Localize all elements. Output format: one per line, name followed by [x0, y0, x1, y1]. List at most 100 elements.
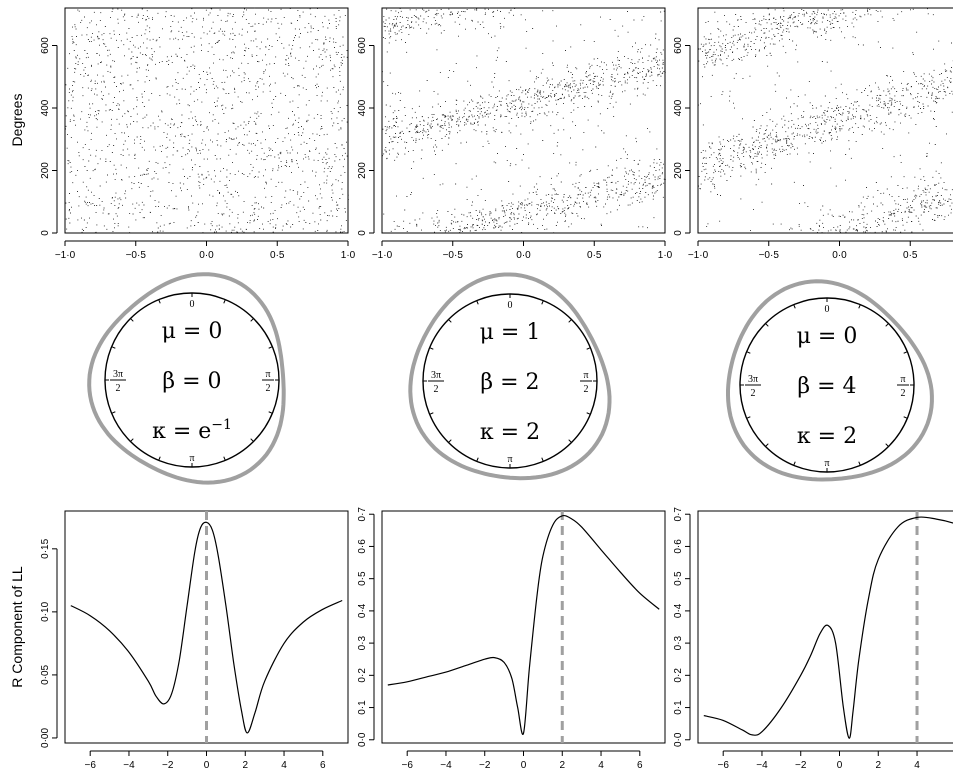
- dial-label-left-num: 3π: [748, 374, 758, 385]
- scatter-1-x-tick-label: 1·0: [341, 250, 356, 261]
- dial-tick: [158, 456, 161, 461]
- dial-label-right-num: π: [583, 370, 588, 381]
- curve-y-axis-title: R Component of LL: [9, 566, 25, 688]
- dial-tick: [885, 323, 889, 327]
- curve-3-y-tick-label: 0·0: [673, 732, 684, 747]
- dial-tick: [476, 300, 479, 305]
- curve-3-x-tick-label: −4: [756, 760, 768, 770]
- dial-tick: [250, 438, 254, 442]
- curve-3-plot-frame: [697, 510, 953, 744]
- curve-1-y-tick-label: 0·10: [40, 601, 51, 621]
- dial-tick: [765, 323, 769, 327]
- curve-3-y-tick-label: 0·3: [673, 635, 684, 650]
- log-likelihood-curve-1: [70, 521, 343, 734]
- log-likelihood-curve-2: [387, 514, 660, 736]
- param-mu: μ = 1: [480, 320, 541, 345]
- dial-tick: [568, 439, 572, 443]
- scatter-2-x-tick-label: 1·0: [658, 250, 673, 261]
- scatter-1-y-tick-label: 400: [40, 99, 51, 116]
- curve-3-y-tick-label: 0·2: [673, 668, 684, 683]
- scatter-2-plot-frame: [381, 7, 666, 234]
- param-kappa-base: κ = 2: [480, 420, 540, 445]
- dial-label-left-den: 2: [434, 384, 439, 395]
- dial-label-right-den: 2: [901, 388, 906, 399]
- dial-label-left-num: 3π: [431, 370, 441, 381]
- scatter-1-y-tick-label: 600: [40, 37, 51, 54]
- dial-1: 0 π π 2 3π 2 μ = 0 β = 0 κ = e−1: [87, 272, 286, 485]
- dial-tick: [793, 461, 796, 466]
- curve-1-x-tick-label: 6: [320, 760, 326, 770]
- scatter-1-x-tick-label: 0·0: [199, 250, 214, 261]
- param-beta: β = 4: [797, 374, 856, 399]
- curve-panel-2: −6 −4 −2 0 2 4 6 0·0 0·1 0·2 0·3 0·4 0·5 0·6 0·7: [357, 507, 666, 770]
- dial-tick: [568, 319, 572, 323]
- curve-1-x-tick-label: 0: [204, 760, 210, 770]
- curve-3-x-tick-label: 2: [875, 760, 881, 770]
- dial-label-top: 0: [508, 300, 513, 311]
- dial-3: 0 π π 2 3π 2 μ = 0 β = 4 κ = 2: [726, 279, 934, 482]
- dial-outline-2: [408, 272, 612, 481]
- curve-2-y-tick-label: 0·4: [357, 603, 368, 618]
- scatter-1-plot-frame: [64, 7, 349, 234]
- curve-3-y-tick-label: 0·5: [673, 571, 684, 586]
- dial-tick: [223, 456, 226, 461]
- dial-label-left-den: 2: [751, 388, 756, 399]
- dial-tick: [541, 457, 544, 462]
- dial-tick: [111, 346, 116, 349]
- scatter-3-x-tick-label: −1·0: [688, 250, 709, 261]
- dial-tick: [541, 300, 544, 305]
- dial-outline-3: [726, 279, 934, 482]
- dial-tick: [858, 461, 861, 466]
- dial-tick: [268, 346, 273, 349]
- curve-1-y-tick-label: 0·00: [40, 728, 51, 748]
- dial-tick: [250, 318, 254, 322]
- scatter-1-y-tick-label: 200: [40, 162, 51, 179]
- dial-tick: [793, 304, 796, 309]
- curve-2-y-tick-label: 0·3: [357, 635, 368, 650]
- dial-2: 0 π π 2 3π 2 μ = 1 β = 2 κ = 2: [408, 272, 612, 481]
- dial-outline-1: [87, 272, 286, 485]
- dial-label-right-num: π: [265, 369, 270, 380]
- scatter-panel-1: −1·0 −0·5 0·0 0·5 1·0 0 200 400 600: [40, 7, 356, 261]
- scatter-2-x-tick-label: 0·5: [587, 250, 602, 261]
- scatter-3-y-tick-label: 200: [673, 162, 684, 179]
- curve-3-x-tick-label: −6: [717, 760, 729, 770]
- scatter-2-y-tick-label: 600: [357, 37, 368, 54]
- dial-tick: [130, 318, 134, 322]
- scatter-1-y-tick-label: 0: [40, 230, 51, 236]
- param-kappa: κ = 2: [797, 424, 857, 449]
- curve-1-y-tick-label: 0·05: [40, 664, 51, 684]
- scatter-panel-2: −1·0 −0·5 0·0 0·5 1·0 0 200 400 600: [357, 7, 673, 261]
- dial-tick: [429, 412, 434, 415]
- scatter-points-2: [382, 7, 666, 234]
- scatter-y-axis-title: Degrees: [9, 94, 25, 147]
- dial-tick: [746, 416, 751, 419]
- curve-2-plot-frame: [381, 510, 666, 744]
- param-mu: μ = 0: [797, 324, 858, 349]
- curve-1-x-tick-label: −4: [123, 760, 135, 770]
- dial-label-bottom: π: [824, 458, 829, 469]
- scatter-points-1: [65, 7, 349, 234]
- dial-tick: [268, 411, 273, 414]
- curve-1-x-tick-label: 2: [242, 760, 248, 770]
- param-kappa: κ = e−1: [152, 417, 232, 444]
- curve-3-y-tick-label: 0·7: [673, 507, 684, 522]
- dial-tick: [448, 319, 452, 323]
- curve-2-x-tick-label: −4: [440, 760, 452, 770]
- curve-2-y-tick-label: 0·1: [357, 700, 368, 715]
- dial-label-top: 0: [825, 304, 830, 315]
- scatter-2-y-tick-label: 200: [357, 162, 368, 179]
- dial-tick: [223, 299, 226, 304]
- scatter-1-x-tick-label: 0·5: [270, 250, 285, 261]
- curve-2-y-tick-label: 0·6: [357, 539, 368, 554]
- curve-2-x-tick-label: −2: [479, 760, 491, 770]
- dial-label-top: 0: [190, 299, 195, 310]
- scatter-2-y-tick-label: 0: [357, 230, 368, 236]
- scatter-3-y-tick-label: 0: [673, 230, 684, 236]
- scatter-3-y-tick-label: 600: [673, 37, 684, 54]
- dial-tick: [586, 347, 591, 350]
- dial-tick: [885, 443, 889, 447]
- dial-label-right-num: π: [900, 374, 905, 385]
